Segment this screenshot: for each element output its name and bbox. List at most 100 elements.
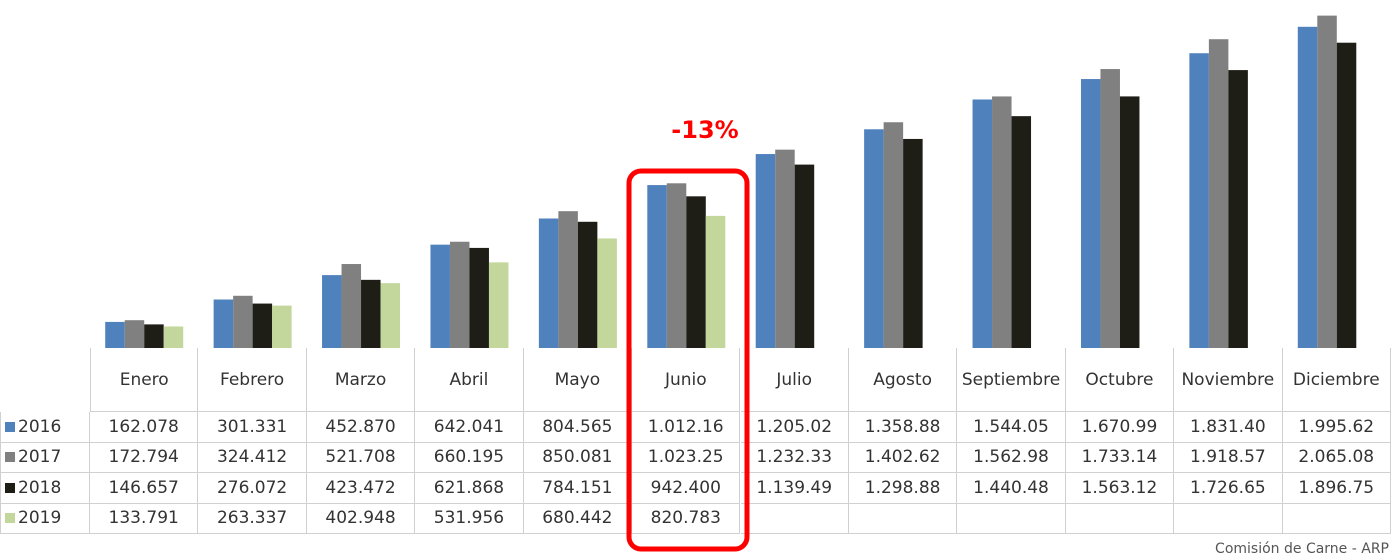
value-cell: 621.868 (415, 473, 524, 504)
bar (1317, 15, 1337, 348)
value-cell: 423.472 (306, 473, 416, 504)
bar (538, 218, 559, 348)
value-cell: 820.783 (632, 503, 741, 534)
bar (1336, 42, 1357, 348)
value-cell: 1.670.99 (1065, 412, 1175, 443)
value-cell (740, 503, 849, 534)
bar (272, 305, 292, 348)
value-cell: 680.442 (523, 503, 633, 534)
annotation: -13% (671, 116, 738, 144)
legend-label: 2016 (18, 416, 62, 437)
bar (105, 321, 125, 348)
value-cell: 521.708 (306, 442, 416, 473)
column-header: Agosto (848, 348, 958, 412)
value-cell: 942.400 (632, 473, 741, 504)
bar (252, 303, 273, 348)
bar (597, 238, 617, 348)
value-cell: 1.831.40 (1174, 412, 1283, 443)
bar (558, 211, 578, 348)
bar (361, 279, 381, 348)
value-cell: 1.563.12 (1065, 473, 1175, 504)
bar (972, 99, 993, 348)
value-cell (848, 503, 958, 534)
bar (1208, 39, 1229, 348)
bar (1297, 26, 1318, 348)
value-cell: 1.012.16 (632, 412, 741, 443)
bar (449, 241, 470, 348)
column-header: Junio (632, 348, 741, 412)
bar (1080, 79, 1101, 348)
bar (430, 244, 450, 348)
column-header: Septiembre (957, 348, 1066, 412)
value-cell: 2.065.08 (1282, 442, 1391, 473)
row-header: 2019 (0, 503, 90, 534)
value-cell (1174, 503, 1283, 534)
row-header: 2016 (0, 412, 90, 443)
bar (666, 183, 687, 348)
value-cell: 162.078 (90, 412, 199, 443)
value-cell: 1.232.33 (740, 442, 849, 473)
value-cell: 263.337 (198, 503, 307, 534)
value-cell: 1.995.62 (1282, 412, 1391, 443)
value-cell: 1.726.65 (1174, 473, 1283, 504)
value-cell: 531.956 (415, 503, 524, 534)
column-header: Marzo (306, 348, 416, 412)
bar (775, 149, 795, 348)
bar (1100, 69, 1120, 348)
column-header: Febrero (198, 348, 307, 412)
column-header: Diciembre (1282, 348, 1391, 412)
bar (124, 320, 145, 348)
column-header: Enero (90, 348, 199, 412)
value-cell: 1.023.25 (632, 442, 741, 473)
bar (794, 164, 815, 348)
column-header: Noviembre (1174, 348, 1283, 412)
value-cell: 324.412 (198, 442, 307, 473)
bar (380, 283, 401, 348)
value-cell: 1.205.02 (740, 412, 849, 443)
value-cell: 1.918.57 (1174, 442, 1283, 473)
value-cell (1065, 503, 1175, 534)
bar (903, 138, 923, 348)
column-header: Octubre (1065, 348, 1175, 412)
bar (1119, 96, 1140, 348)
bar (705, 215, 726, 348)
value-cell (957, 503, 1066, 534)
value-cell: 660.195 (415, 442, 524, 473)
value-cell: 1.544.05 (957, 412, 1066, 443)
column-header: Abril (415, 348, 524, 412)
bar (163, 326, 184, 348)
column-header: Mayo (523, 348, 633, 412)
value-cell: 1.733.14 (1065, 442, 1175, 473)
bar (469, 247, 489, 348)
source: Comisión de Carne - ARP (1215, 541, 1389, 557)
value-cell: 1.896.75 (1282, 473, 1391, 504)
legend-label: 2019 (18, 508, 62, 529)
bar (144, 324, 164, 348)
value-cell: 1.139.49 (740, 473, 849, 504)
value-cell: 146.657 (90, 473, 199, 504)
value-cell: 172.794 (90, 442, 199, 473)
chart: -13% (105, 15, 1357, 348)
value-cell: 1.358.88 (848, 412, 958, 443)
value-cell: 1.298.88 (848, 473, 958, 504)
legend-label: 2017 (18, 447, 62, 468)
bar (1011, 116, 1032, 348)
value-cell: 784.151 (523, 473, 633, 504)
column-header: Julio (740, 348, 849, 412)
value-cell (1282, 503, 1391, 534)
bar (992, 96, 1012, 348)
value-cell: 1.562.98 (957, 442, 1066, 473)
bar (864, 129, 884, 348)
bar (883, 122, 904, 348)
value-cell: 804.565 (523, 412, 633, 443)
bar (577, 221, 598, 348)
value-cell: 1.440.48 (957, 473, 1066, 504)
value-cell: 642.041 (415, 412, 524, 443)
bar (488, 262, 509, 348)
bar (1189, 53, 1209, 348)
bar (1228, 70, 1248, 348)
bar (686, 196, 706, 348)
value-cell: 1.402.62 (848, 442, 958, 473)
legend-key (5, 482, 15, 493)
